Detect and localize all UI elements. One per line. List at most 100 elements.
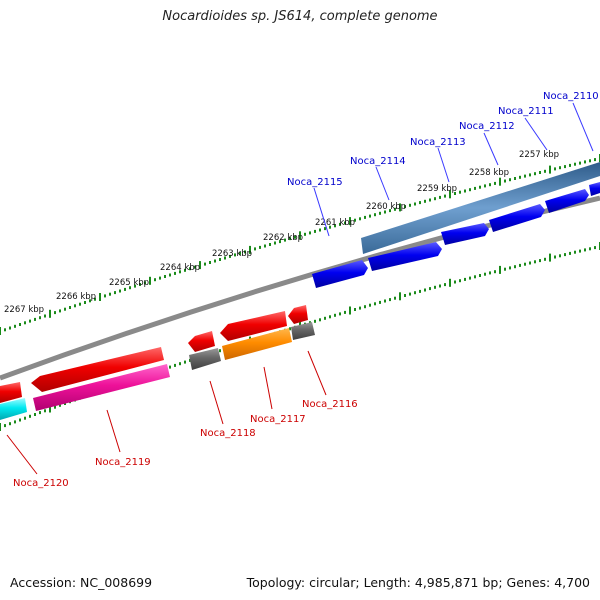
minor-tick [394,296,396,300]
outer-tick-track [0,154,600,335]
gene-label-noca-2112[interactable]: Noca_2112 [459,121,515,132]
minor-tick [324,227,326,231]
minor-tick [209,261,211,264]
minor-tick [289,237,291,241]
minor-tick [519,175,521,179]
gene-gray-2[interactable] [291,322,315,340]
minor-tick [474,275,476,279]
minor-tick [464,189,466,193]
minor-tick [379,300,381,304]
gene-label-noca-2119[interactable]: Noca_2119 [95,457,151,468]
minor-tick [469,188,471,192]
minor-tick [14,420,16,424]
gene-region-forward[interactable] [361,162,600,254]
gene-label-noca-2116[interactable]: Noca_2116 [302,399,358,410]
gene-arrow-noca-2120[interactable] [0,398,27,420]
minor-tick [39,316,41,320]
gene-arrow-noca-2115[interactable] [312,260,368,288]
minor-tick [554,167,556,171]
minor-tick [564,253,566,257]
minor-tick [254,247,256,251]
scale-label: 2264 kbp [160,263,200,273]
gene-arrow-noca-2116[interactable] [288,305,308,324]
gene-arrow-noca-2118[interactable] [188,331,215,352]
topology-text: Topology: circular; Length: 4,985,871 bp… [246,575,590,590]
minor-tick [19,418,21,422]
minor-tick [309,231,311,235]
gene-gray-1[interactable] [189,348,221,370]
major-tick [0,423,1,431]
gene-label-noca-2111[interactable]: Noca_2111 [498,106,554,117]
gene-label-noca-2114[interactable]: Noca_2114 [350,156,406,167]
minor-tick [584,248,586,252]
reverse-label-leaders [6,350,327,475]
gene-label-noca-2113[interactable]: Noca_2113 [410,137,466,148]
minor-tick [124,287,126,291]
gene-label-noca-2110[interactable]: Noca_2110 [543,91,599,102]
minor-tick [229,254,231,258]
minor-tick [194,265,196,269]
gene-arrow-noca-2114[interactable] [368,242,442,271]
minor-tick [284,238,286,242]
forward-label-leaders [313,102,594,237]
minor-tick [554,255,556,259]
scale-label: 2266 kbp [56,292,96,302]
minor-tick [24,416,26,420]
minor-tick [64,307,66,311]
gene-arrow-noca-2111[interactable] [545,189,589,213]
accession-text: Accession: NC_008699 [10,575,153,590]
gene-arrow-noca-2117[interactable] [220,311,287,341]
scale-label: 2258 kbp [469,168,509,178]
minor-tick [214,259,216,263]
gene-arrow-pink[interactable] [33,364,170,411]
minor-tick [584,160,586,164]
minor-tick [354,308,356,311]
major-tick [449,278,451,287]
minor-tick [79,302,81,306]
gene-arrow-noca-2112[interactable] [489,204,545,232]
minor-tick [494,181,496,185]
minor-tick [184,360,186,364]
major-tick [499,177,501,186]
minor-tick [379,211,381,215]
minor-tick [114,291,116,295]
minor-tick [224,256,226,260]
minor-tick [364,215,366,219]
major-tick [199,261,201,270]
scale-label: 2263 kbp [212,249,252,259]
minor-tick [414,202,416,206]
minor-tick [159,276,161,280]
minor-tick [574,162,576,166]
minor-tick [484,184,486,188]
gene-label-noca-2117[interactable]: Noca_2117 [250,414,306,425]
gene-label-noca-2118[interactable]: Noca_2118 [200,428,256,439]
gene-label-noca-2115[interactable]: Noca_2115 [287,177,343,188]
minor-tick [44,314,46,318]
minor-tick [89,299,91,303]
forward-gene-labels: Noca_2110 Noca_2111 Noca_2112 Noca_2113 … [287,91,599,188]
minor-tick [329,225,331,229]
scale-label: 2267 kbp [4,305,44,315]
gene-orange[interactable] [222,328,292,360]
minor-tick [489,271,491,275]
major-tick [499,265,501,274]
gene-arrow-noca-2119[interactable] [31,347,164,392]
gene-arrow-noca-2113[interactable] [441,223,489,245]
minor-tick [239,251,241,255]
minor-tick [59,403,61,407]
minor-tick [374,213,376,217]
minor-tick [369,214,371,218]
minor-tick [54,405,56,409]
minor-tick [444,194,446,198]
minor-tick [569,251,571,255]
minor-tick [529,261,531,265]
minor-tick [174,271,176,275]
minor-tick [519,263,521,267]
minor-tick [404,294,406,297]
gene-label-noca-2120[interactable]: Noca_2120 [13,478,69,489]
minor-tick [374,302,376,306]
minor-tick [69,306,71,309]
minor-tick [484,272,486,276]
gene-arrow-red-1[interactable] [0,382,22,403]
gene-arrow-noca-2110[interactable] [589,182,600,196]
